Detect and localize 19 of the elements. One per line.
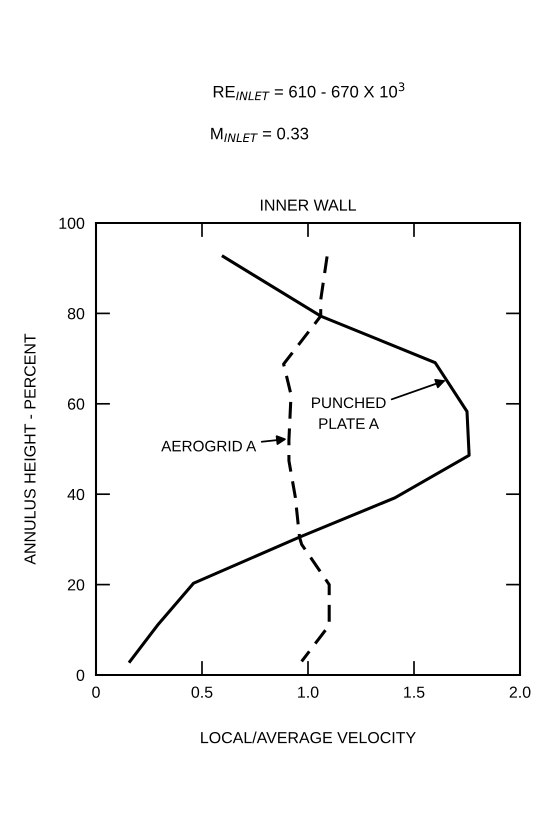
x-tick-label: 0.5 bbox=[192, 686, 212, 698]
y-tick-label: 60 bbox=[68, 398, 84, 410]
y-tick-label: 20 bbox=[68, 579, 84, 591]
x-tick-label: 0 bbox=[92, 686, 100, 698]
annotation: PUNCHED PLATE A bbox=[312, 397, 386, 429]
x-tick-label: 1.0 bbox=[298, 686, 318, 698]
x-axis-title: LOCAL/AVERAGE VELOCITY bbox=[201, 732, 416, 744]
text: INNER WALL bbox=[260, 200, 356, 211]
chart-subtitle: M$_{INLET}$ = 0.33 bbox=[211, 128, 308, 142]
chart-title: RE$_{INLET}$ = 610 - 670 X 10$^{3}$ bbox=[214, 82, 404, 100]
x-tick-label: 1.5 bbox=[404, 686, 424, 698]
x-tick-label: 2.0 bbox=[510, 686, 530, 698]
y-tick-label: 0 bbox=[76, 670, 84, 681]
y-tick-label: 100 bbox=[59, 218, 84, 229]
annotation: AEROGRID A bbox=[161, 440, 256, 452]
y-tick-label: 40 bbox=[67, 488, 84, 500]
y-tick-label: 80 bbox=[68, 308, 84, 320]
y-axis-title: ANNULUS HEIGHT - PERCENT bbox=[24, 334, 36, 565]
line-series bbox=[128, 254, 471, 663]
